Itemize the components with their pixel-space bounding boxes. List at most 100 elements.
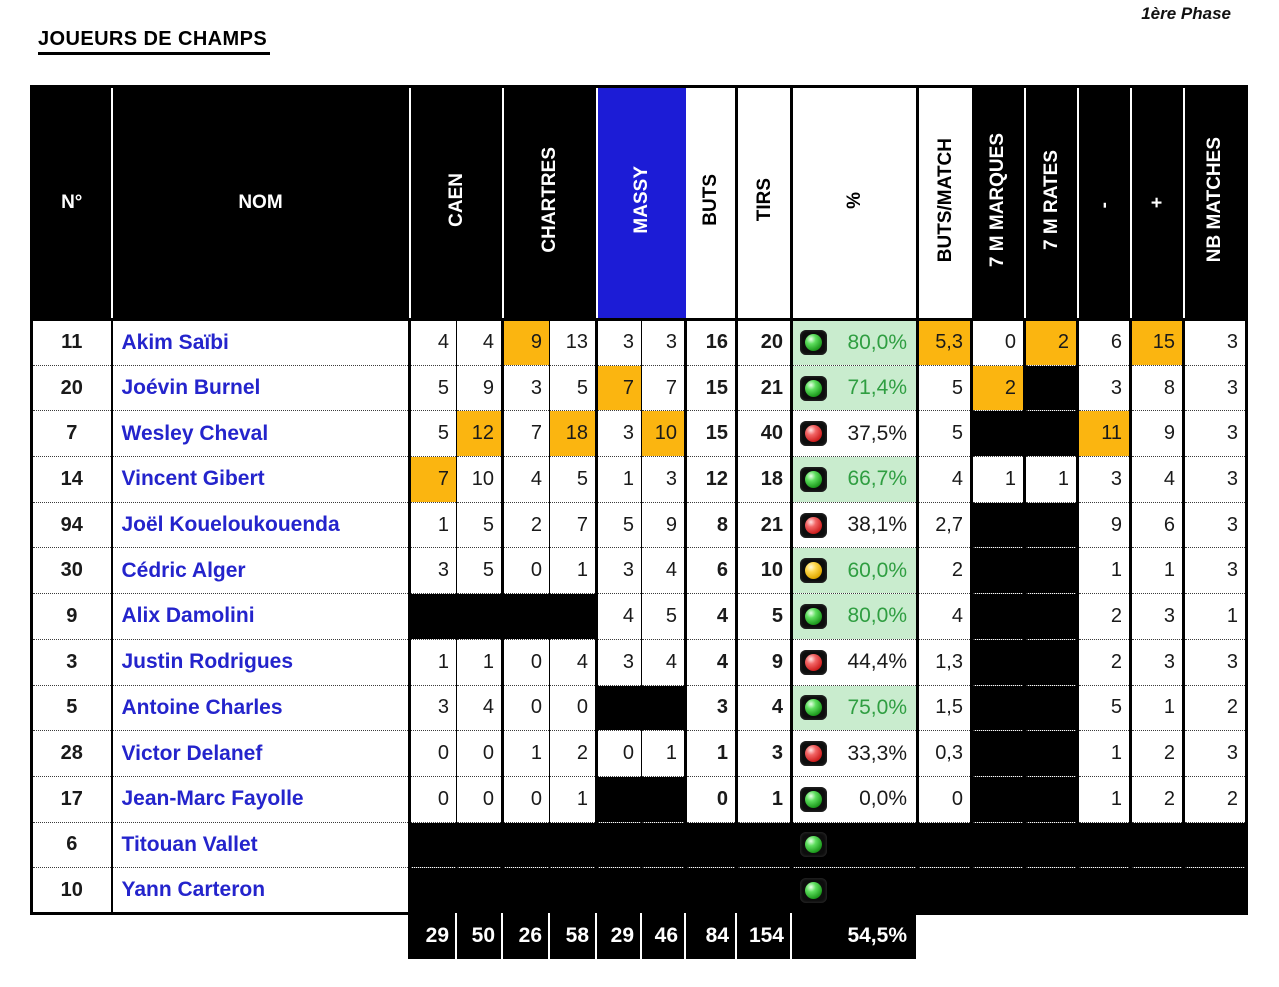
player-number-cell: 6: [31, 821, 112, 868]
stat-cell: [408, 593, 457, 640]
stat-cell: 2: [1182, 775, 1247, 823]
stat-cell: [1023, 547, 1078, 594]
stat-cell: [1182, 821, 1247, 868]
stat-cell: 7: [595, 364, 642, 411]
pct-wrap: 0,0%: [795, 786, 917, 812]
pct-value: 66,7%: [847, 467, 907, 491]
col-header-label: TIRS: [753, 178, 775, 222]
stat-cell: 4: [641, 547, 686, 594]
total-cell: 50: [455, 913, 501, 959]
player-row: 30 Cédric Alger 3 5 0 1 3 4 6 10 60,0% 2 1 1 3: [31, 547, 1247, 594]
stat-cell: 6: [1129, 501, 1184, 548]
player-name-cell: Antoine Charles: [110, 684, 410, 731]
pct-value: 44,4%: [847, 650, 907, 674]
stat-cell: 9: [501, 319, 550, 366]
stat-cell: 2: [1076, 638, 1131, 685]
stat-cell: 3: [641, 456, 686, 503]
stat-cell: [916, 867, 972, 914]
stat-cell: 2: [501, 501, 550, 548]
stat-cell: [1129, 821, 1184, 868]
pct-wrap: 80,0%: [795, 603, 917, 629]
stat-cell: [641, 821, 686, 868]
total-pct-cell: 54,5%: [790, 913, 916, 959]
stat-cell: 1,5: [916, 684, 972, 731]
player-number-cell: 5: [31, 684, 112, 731]
stat-cell: 0: [684, 775, 737, 823]
stat-cell: 2: [1182, 684, 1247, 731]
col-header-tirs: TIRS: [735, 86, 792, 321]
stat-cell: 7: [501, 410, 550, 457]
stat-cell: 13: [549, 319, 597, 366]
stat-cell: 3: [595, 410, 642, 457]
stat-cell: [970, 547, 1025, 594]
traffic-light-green-icon: [800, 330, 827, 356]
col-header-7m-marques: 7 M MARQUES: [971, 86, 1025, 321]
pct-wrap: [795, 877, 917, 903]
stat-cell: 5: [641, 593, 686, 640]
page-title: JOUEURS DE CHAMPS: [38, 28, 271, 55]
stat-cell: 10: [735, 547, 792, 594]
pct-wrap: 71,4%: [795, 375, 917, 401]
pct-cell: 38,1%: [790, 501, 918, 548]
pct-wrap: 38,1%: [795, 512, 917, 538]
stat-cell: 1,3: [916, 638, 972, 685]
total-cell: 26: [501, 913, 548, 959]
stat-cell: [549, 821, 597, 868]
stat-cell: 8: [1129, 364, 1184, 411]
pct-wrap: 75,0%: [795, 695, 917, 721]
player-row: 20 Joévin Burnel 5 9 3 5 7 7 15 21 71,4% 5 2 3 8 3: [31, 364, 1247, 411]
stat-cell: 2: [549, 730, 597, 777]
stat-cell: 4: [549, 638, 597, 685]
traffic-light-green-icon: [800, 877, 827, 903]
total-cell: 58: [548, 913, 595, 959]
pct-cell: 80,0%: [790, 319, 918, 366]
stat-cell: 10: [641, 410, 686, 457]
pct-wrap: [795, 832, 917, 858]
stat-cell: 5: [735, 593, 792, 640]
stat-cell: 2: [1076, 593, 1131, 640]
stat-cell: 4: [456, 684, 503, 731]
player-number-cell: 3: [31, 638, 112, 685]
stat-cell: [970, 593, 1025, 640]
col-header-label: BUTS/MATCH: [934, 137, 956, 263]
col-header-label: %: [844, 191, 865, 209]
stat-cell: 3: [501, 364, 550, 411]
player-name-cell: Alix Damolini: [110, 593, 410, 640]
pct-value: 33,3%: [847, 741, 907, 765]
player-number-cell: 28: [31, 730, 112, 777]
player-name-cell: Justin Rodrigues: [110, 638, 410, 685]
stat-cell: 2: [1129, 730, 1184, 777]
player-number-cell: 17: [31, 775, 112, 823]
stat-cell: 3: [1076, 364, 1131, 411]
stat-cell: 4: [456, 319, 503, 366]
player-number-cell: 10: [31, 867, 112, 914]
player-number-cell: 7: [31, 410, 112, 457]
player-name-cell: Titouan Vallet: [110, 821, 410, 868]
stat-cell: [684, 821, 737, 868]
stat-cell: 3: [595, 319, 642, 366]
player-number-cell: 94: [31, 501, 112, 548]
stat-cell: [1023, 775, 1078, 823]
stat-cell: 16: [684, 319, 737, 366]
pct-cell: 66,7%: [790, 456, 918, 503]
stat-cell: [1182, 867, 1247, 914]
stat-cell: 7: [408, 456, 457, 503]
stat-cell: 9: [735, 638, 792, 685]
traffic-light-green-icon: [800, 786, 827, 812]
stat-cell: [1023, 684, 1078, 731]
player-number-cell: 30: [31, 547, 112, 594]
stat-cell: 0: [501, 638, 550, 685]
col-header-pct: %: [790, 86, 918, 321]
stat-cell: 0: [549, 684, 597, 731]
totals-row: 29 50 26 58 29 46 84 154 54,5%: [408, 913, 916, 959]
stat-cell: [970, 730, 1025, 777]
stat-cell: 0: [970, 319, 1025, 366]
player-row: 6 Titouan Vallet: [31, 821, 1247, 868]
stat-cell: 15: [684, 364, 737, 411]
pct-cell: 33,3%: [790, 730, 918, 777]
stat-cell: [1023, 638, 1078, 685]
traffic-light-yellow-icon: [800, 558, 827, 584]
stat-cell: [1023, 410, 1078, 457]
traffic-light-green-icon: [800, 603, 827, 629]
stat-cell: 5: [549, 456, 597, 503]
